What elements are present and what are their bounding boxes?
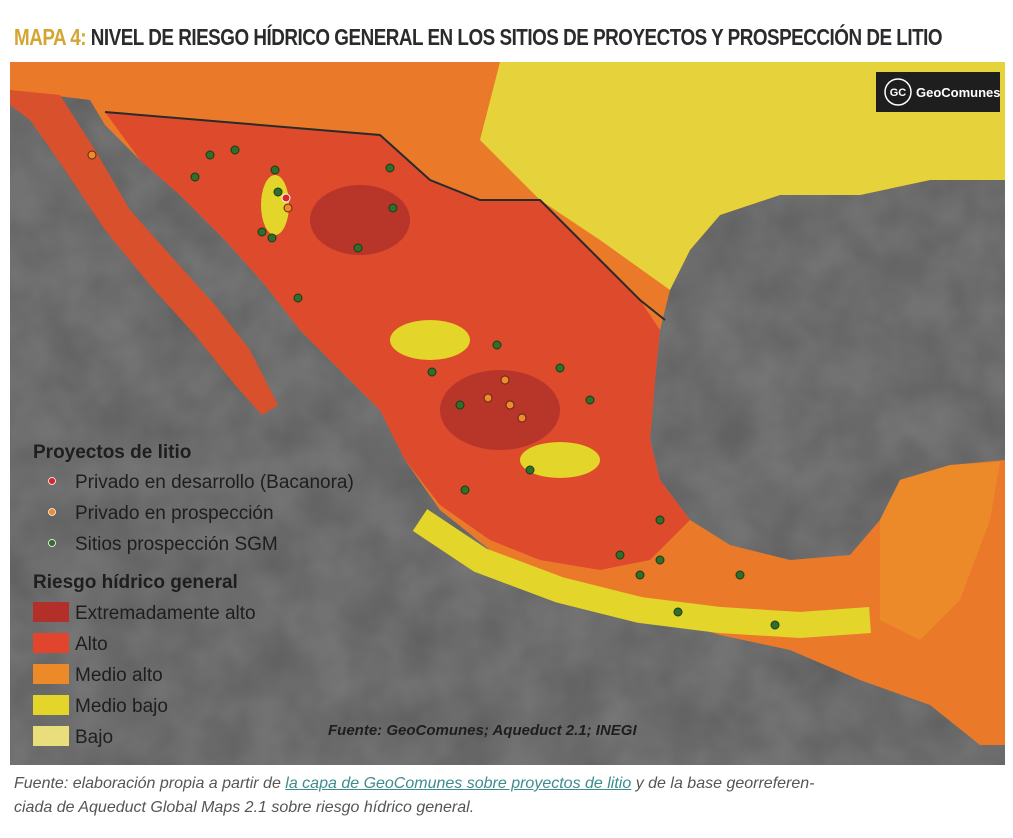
caption-text: y de la base georreferen- (631, 775, 815, 792)
caption-link[interactable]: la capa de GeoComunes sobre proyectos de… (285, 775, 632, 792)
baja-california (10, 90, 278, 415)
yucatan (880, 462, 1000, 640)
map: GC GeoComunes Proyectos de litio Riesgo … (10, 62, 1005, 765)
legend-dot (48, 477, 56, 485)
legend-title: Riesgo hídrico general (33, 572, 238, 593)
map-source: Fuente: GeoComunes; Aqueduct 2.1; INEGI (328, 722, 637, 739)
legend-label: Extremadamente alto (75, 603, 256, 624)
legend-label: Medio bajo (75, 696, 168, 717)
private-prospection (87, 150, 527, 423)
legend-swatch (33, 726, 69, 746)
legend-label: Privado en prospección (75, 503, 274, 524)
logo-name: GeoComunes (916, 85, 1001, 100)
caption: Fuente: elaboración propia a partir de l… (14, 772, 814, 820)
logo: GC GeoComunes (876, 72, 1001, 112)
logo-initials: GC (890, 87, 907, 99)
legend-swatch (33, 602, 69, 622)
legend-swatch (33, 633, 69, 653)
extreme-zone (310, 185, 410, 255)
legend-label: Bajo (75, 727, 113, 748)
low-zone (520, 442, 600, 478)
legend-title: Proyectos de litio (33, 442, 191, 463)
legend-dot (48, 539, 56, 547)
extreme-zone (440, 370, 560, 450)
logo-circle (884, 78, 912, 106)
border (104, 111, 666, 321)
low-zone (390, 320, 470, 360)
legend-label: Medio alto (75, 665, 163, 686)
map-number: MAPA 4: (14, 24, 87, 50)
us-low-risk (480, 62, 1005, 290)
legend-label: Alto (75, 634, 108, 655)
map-title: NIVEL DE RIESGO HÍDRICO GENERAL EN LOS S… (90, 24, 943, 50)
legend-label: Sitios prospección SGM (75, 534, 278, 555)
caption-text: ciada de Aqueduct Global Maps 2.1 sobre … (14, 799, 475, 816)
caption-text: Fuente: elaboración propia a partir de (14, 775, 286, 792)
sgm-sites (190, 145, 780, 630)
bacanora (281, 193, 291, 203)
legend-label: Privado en desarrollo (Bacanora) (75, 472, 354, 493)
south-coast-band (412, 509, 871, 639)
legend-swatch (33, 695, 69, 715)
legend-dot (48, 508, 56, 516)
legend: Proyectos de litio Riesgo hídrico genera… (33, 442, 354, 748)
legend-swatch (33, 664, 69, 684)
title: MAPA 4: NIVEL DE RIESGO HÍDRICO GENERAL … (14, 24, 943, 51)
